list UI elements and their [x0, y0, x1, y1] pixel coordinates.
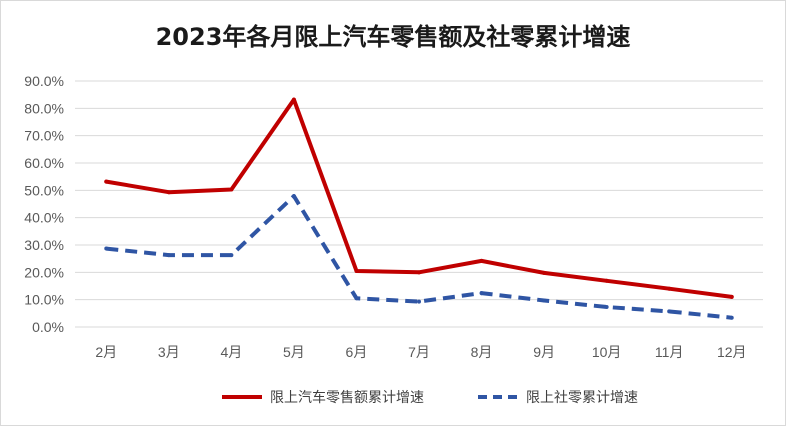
- y-tick-label: 30.0%: [24, 237, 64, 253]
- data-point: [604, 305, 609, 310]
- legend: 限上汽车零售额累计增速 限上社零累计增速: [222, 389, 638, 406]
- data-point: [354, 296, 359, 301]
- x-tick-label: 6月: [346, 344, 368, 360]
- grid-lines: [75, 80, 763, 328]
- y-axis-ticks: 0.0% 10.0% 20.0% 30.0% 40.0% 50.0% 60.0% 70.0% 8…: [24, 73, 64, 335]
- x-tick-label: 10月: [592, 344, 622, 360]
- data-point: [417, 270, 421, 275]
- y-tick-label: 90.0%: [24, 73, 64, 89]
- y-tick-label: 50.0%: [24, 182, 64, 198]
- series-line-1: [104, 97, 734, 299]
- x-tick-label: 12月: [717, 344, 747, 360]
- data-point: [354, 268, 359, 273]
- data-point: [417, 299, 421, 304]
- x-tick-label: 5月: [283, 344, 305, 360]
- y-tick-label: 80.0%: [24, 100, 64, 116]
- x-axis-ticks: 2月 3月 4月 5月 6月 7月 8月 9月 10月 11月 12月: [95, 344, 746, 360]
- y-tick-label: 20.0%: [24, 264, 64, 280]
- series-lines: [104, 97, 734, 320]
- x-tick-label: 9月: [533, 344, 555, 360]
- y-tick-label: 60.0%: [24, 155, 64, 171]
- data-point: [604, 278, 609, 283]
- data-point: [104, 246, 109, 251]
- legend-label: 限上汽车零售额累计增速: [270, 389, 424, 406]
- data-point: [166, 253, 171, 258]
- chart-title: 2023年各月限上汽车零售额及社零累计增速: [156, 23, 631, 51]
- x-tick-label: 2月: [95, 344, 117, 360]
- y-tick-label: 70.0%: [24, 128, 64, 144]
- data-point: [479, 291, 484, 296]
- data-point: [229, 253, 234, 258]
- x-tick-label: 4月: [220, 344, 242, 360]
- y-tick-label: 40.0%: [24, 210, 64, 226]
- data-point: [667, 286, 672, 291]
- y-tick-label: 10.0%: [24, 292, 64, 308]
- series-line-2: [106, 194, 732, 320]
- x-tick-label: 8月: [471, 344, 493, 360]
- data-point: [542, 298, 547, 303]
- legend-label: 限上社零累计增速: [526, 390, 638, 406]
- x-tick-label: 7月: [408, 344, 430, 360]
- data-point: [542, 270, 547, 275]
- data-point: [729, 315, 734, 320]
- data-point: [229, 187, 234, 192]
- data-point: [479, 258, 484, 263]
- data-point: [291, 97, 296, 102]
- data-point: [166, 190, 171, 195]
- data-point: [667, 309, 672, 314]
- y-tick-label: 0.0%: [32, 319, 64, 335]
- x-tick-label: 11月: [655, 344, 684, 360]
- data-point: [104, 179, 109, 184]
- data-point: [729, 294, 734, 299]
- data-point: [291, 194, 296, 199]
- x-tick-label: 3月: [158, 344, 180, 360]
